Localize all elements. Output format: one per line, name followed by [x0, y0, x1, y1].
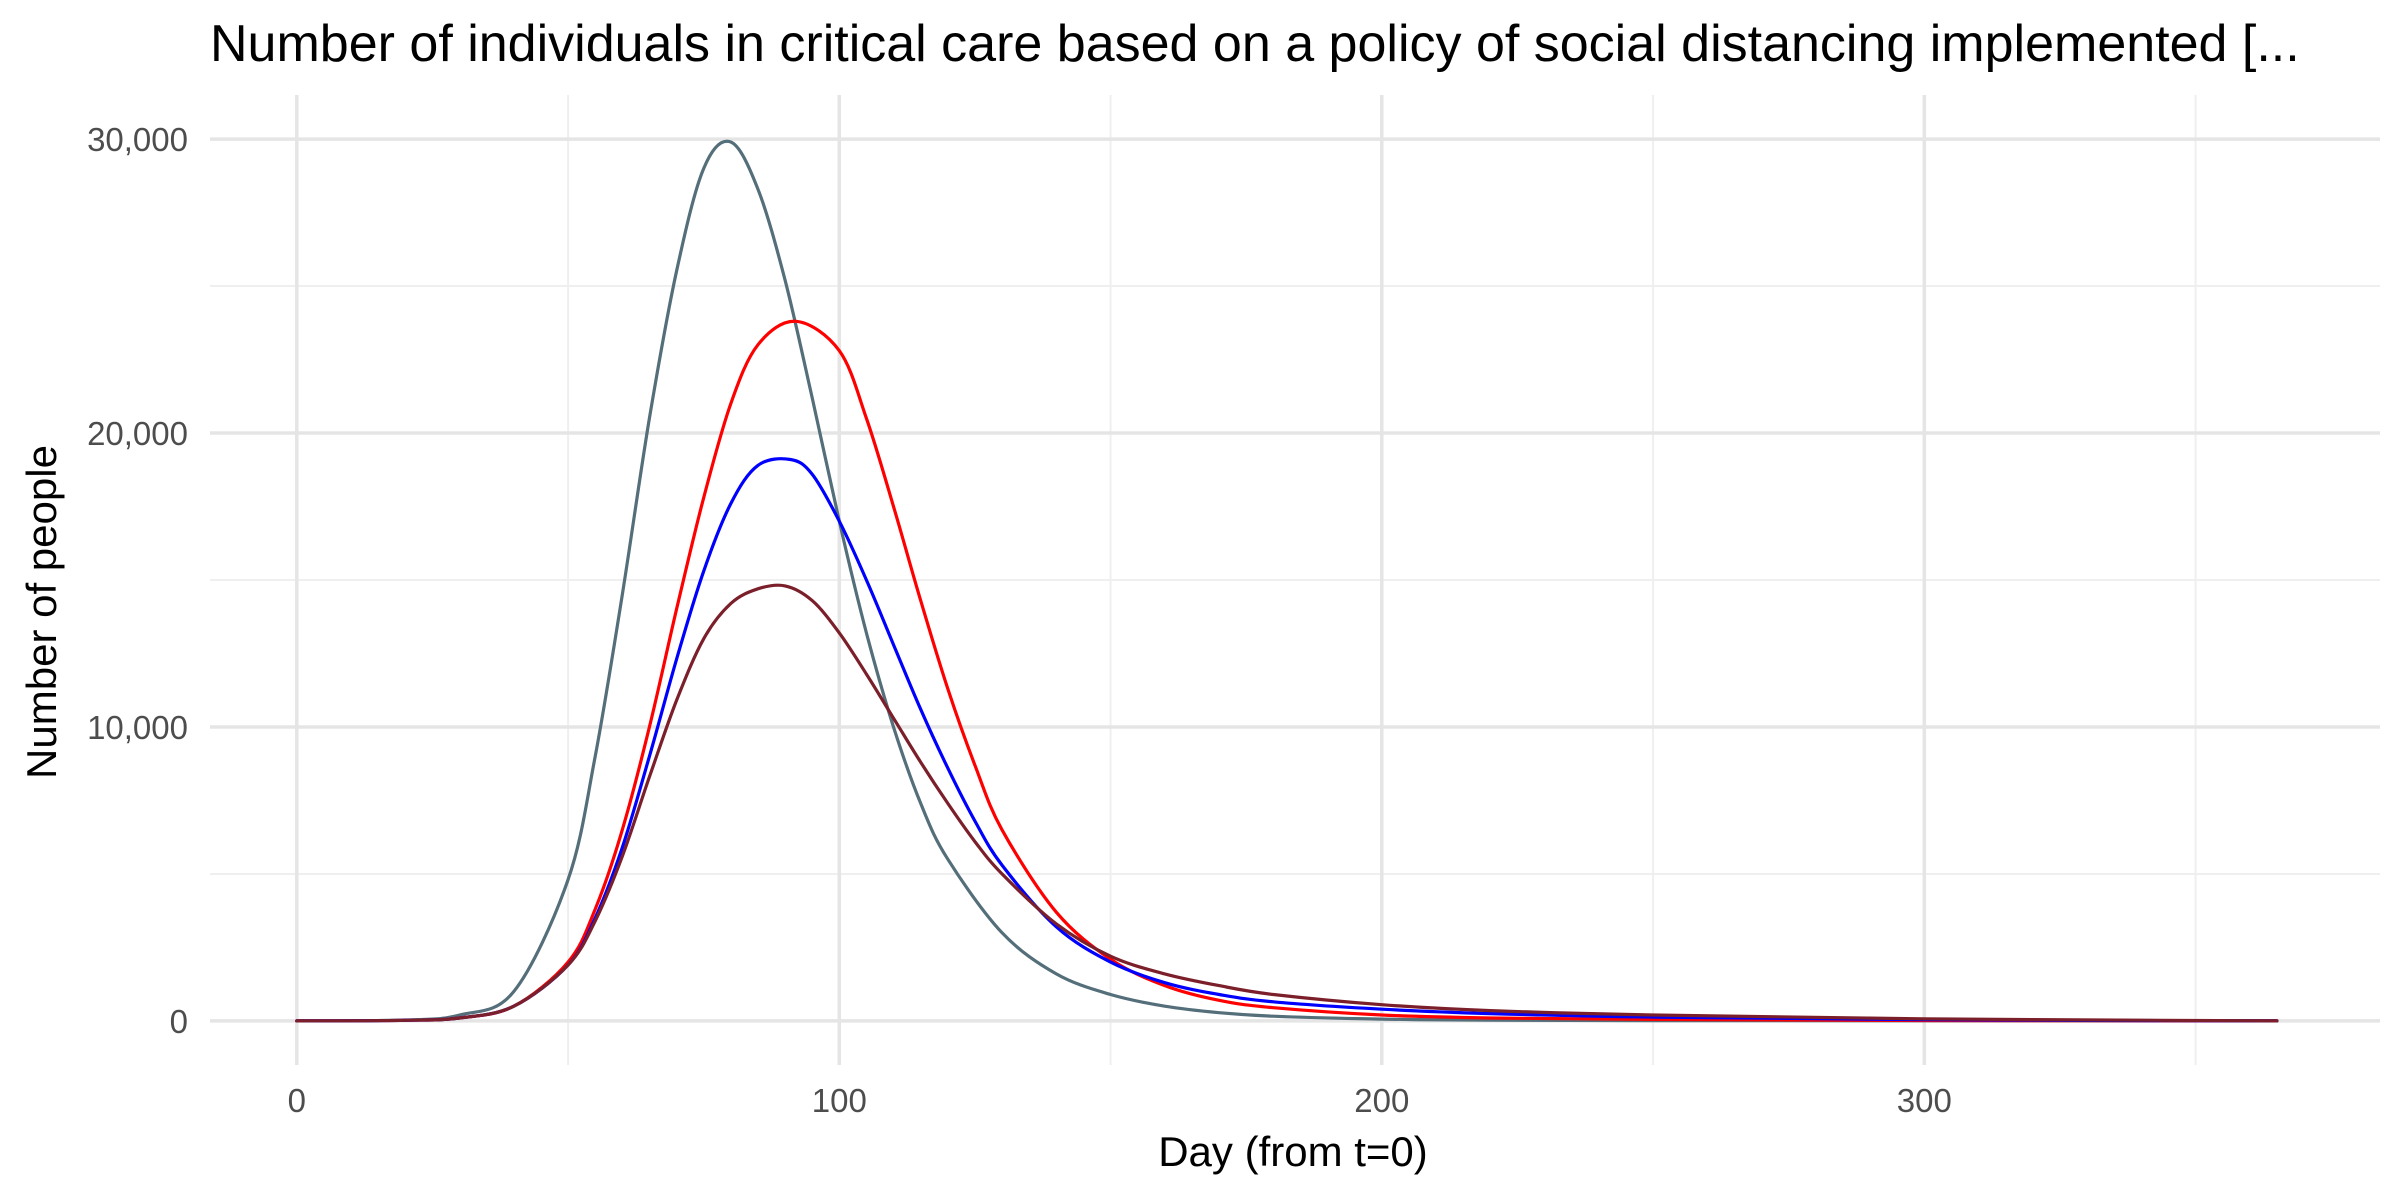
x-tick-label: 300: [1897, 1082, 1952, 1119]
y-axis-title: Number of people: [18, 445, 65, 779]
y-tick-label: 10,000: [87, 709, 188, 746]
series-line-3: [295, 457, 2279, 1023]
y-tick-label: 0: [170, 1003, 188, 1040]
gridlines: [210, 95, 2380, 1065]
y-tick-label: 30,000: [87, 121, 188, 158]
x-axis-title: Day (from t=0): [1158, 1128, 1428, 1175]
series-line-2: [295, 319, 2279, 1023]
series-lines: [295, 139, 2279, 1023]
series-line-4: [295, 583, 2279, 1023]
tick-labels: 0 100 200 300 0 10,000 20,000 30,000: [87, 121, 1952, 1119]
series-line-1: [295, 139, 2279, 1023]
y-tick-label: 20,000: [87, 415, 188, 452]
x-tick-label: 0: [288, 1082, 306, 1119]
x-tick-label: 200: [1354, 1082, 1409, 1119]
x-tick-label: 100: [812, 1082, 867, 1119]
chart-title: Number of individuals in critical care b…: [210, 15, 2300, 73]
